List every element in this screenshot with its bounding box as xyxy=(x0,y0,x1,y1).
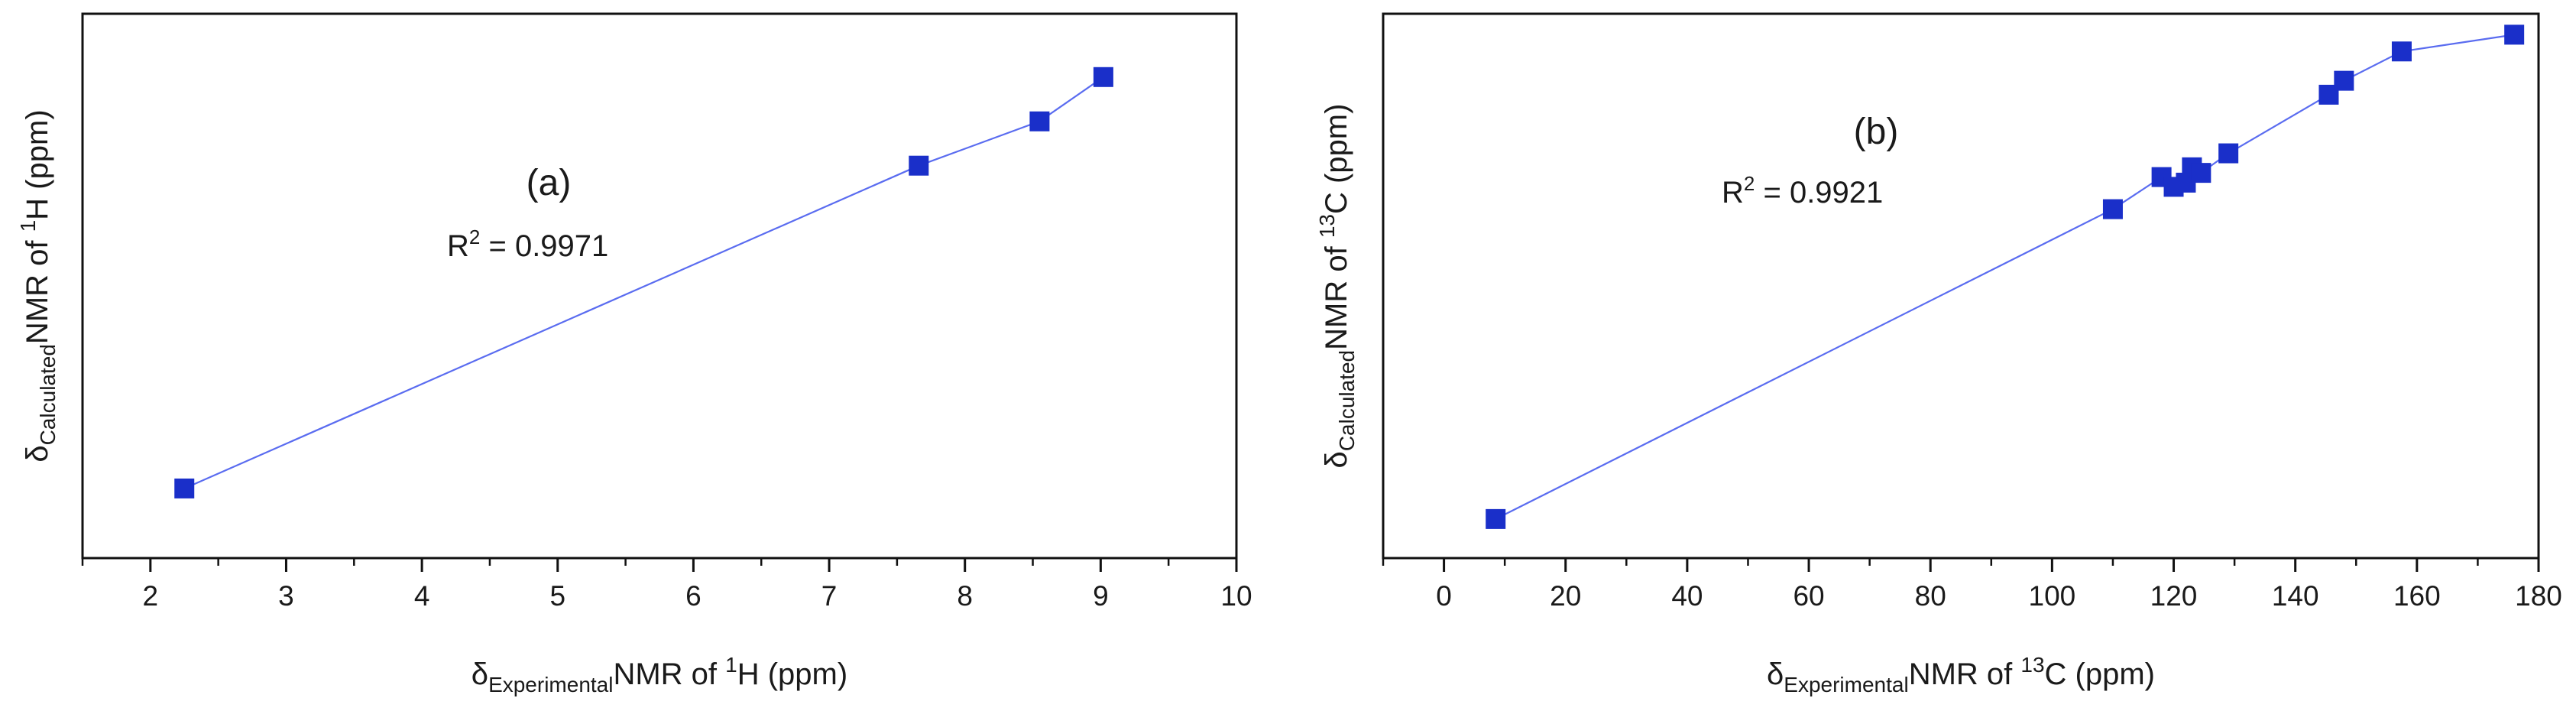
data-point xyxy=(2218,143,2239,164)
x-label-nucleus: C (ppm) xyxy=(2045,657,2155,691)
data-point xyxy=(2334,70,2354,91)
x-label-nucleus: H (ppm) xyxy=(737,657,847,691)
data-point xyxy=(1093,67,1113,87)
r-squared-annotation: R2 = 0.9971 xyxy=(447,226,608,263)
x-tick-label: 80 xyxy=(1915,580,1946,612)
y-label-delta: δ xyxy=(1320,451,1353,468)
r-squared-annotation: R2 = 0.9921 xyxy=(1722,172,1883,209)
panel-label: (a) xyxy=(527,163,572,203)
x-tick-label: 4 xyxy=(414,580,430,612)
x-tick-label: 6 xyxy=(685,580,702,612)
x-tick-label: 2 xyxy=(143,580,159,612)
annotation-value: = 0.9971 xyxy=(480,229,608,263)
x-tick-label: 60 xyxy=(1793,580,1824,612)
y-label-subscript: Calculated xyxy=(36,344,60,445)
y-label-text: NMR of xyxy=(21,232,54,344)
x-tick-label: 7 xyxy=(821,580,838,612)
x-tick-label: 100 xyxy=(2029,580,2076,612)
plot-frame xyxy=(81,12,1238,560)
x-label-superscript: 1 xyxy=(725,653,737,677)
panel-label: (b) xyxy=(1854,112,1899,152)
x-tick-label: 120 xyxy=(2150,580,2198,612)
data-point xyxy=(1486,508,1506,529)
annotation-value: = 0.9921 xyxy=(1755,176,1883,209)
x-label-subscript: Experimental xyxy=(488,673,613,696)
data-point xyxy=(2191,163,2211,183)
annotation-r: R xyxy=(447,229,469,263)
x-tick-label: 140 xyxy=(2272,580,2319,612)
data-point xyxy=(1029,111,1050,131)
x-tick-label: 9 xyxy=(1093,580,1109,612)
data-point xyxy=(2504,24,2525,45)
x-tick-label: 0 xyxy=(1436,580,1452,612)
x-axis-label: δExperimentalNMR of 1H (ppm) xyxy=(471,653,847,696)
x-tick-label: 3 xyxy=(278,580,294,612)
series-line xyxy=(183,76,1104,489)
y-label-superscript: 1 xyxy=(16,220,40,232)
y-label-nucleus: H (ppm) xyxy=(21,109,54,219)
annotation-r: R xyxy=(1722,176,1744,209)
x-tick-label: 20 xyxy=(1550,580,1581,612)
chart-panel-a: 2 3 4 5 6 7 8 9 10(a)R2 = 0.9971δExperimentalNMR… xyxy=(16,12,1252,696)
x-axis-label: δExperimentalNMR of 13C (ppm) xyxy=(1767,653,2155,696)
chart-panel-b: 0 20 40 60 80 100 120 140 160 180(b)R2 = 0.9921δE… xyxy=(1315,12,2562,696)
y-axis-label: δCalculatedNMR of 13C (ppm) xyxy=(1315,104,1359,469)
x-label-delta: δ xyxy=(471,657,488,691)
x-label-superscript: 13 xyxy=(2020,653,2044,677)
y-axis-label: δCalculatedNMR of 1H (ppm) xyxy=(16,109,60,462)
annotation-superscript: 2 xyxy=(1744,172,1755,195)
y-label-text: NMR of xyxy=(1320,238,1353,350)
x-tick-label: 10 xyxy=(1220,580,1252,612)
data-point xyxy=(174,478,195,498)
annotation-superscript: 2 xyxy=(469,226,480,248)
data-point xyxy=(2102,199,2123,219)
x-label-subscript: Experimental xyxy=(1784,673,1908,696)
y-label-subscript: Calculated xyxy=(1335,350,1359,451)
x-tick-label: 8 xyxy=(957,580,973,612)
y-label-superscript: 13 xyxy=(1315,214,1339,238)
x-tick-label: 160 xyxy=(2393,580,2441,612)
x-tick-label: 40 xyxy=(1671,580,1703,612)
x-tick-label: 180 xyxy=(2515,580,2562,612)
x-label-text: NMR of xyxy=(613,657,725,691)
y-label-delta: δ xyxy=(21,445,54,462)
data-point xyxy=(909,155,929,176)
x-label-delta: δ xyxy=(1767,657,1784,691)
plot-frame xyxy=(1382,12,2540,560)
series-line xyxy=(1495,34,2515,520)
data-point xyxy=(2391,41,2412,62)
x-tick-label: 5 xyxy=(549,580,565,612)
y-label-nucleus: C (ppm) xyxy=(1320,104,1353,214)
x-label-text: NMR of xyxy=(1909,657,2021,691)
